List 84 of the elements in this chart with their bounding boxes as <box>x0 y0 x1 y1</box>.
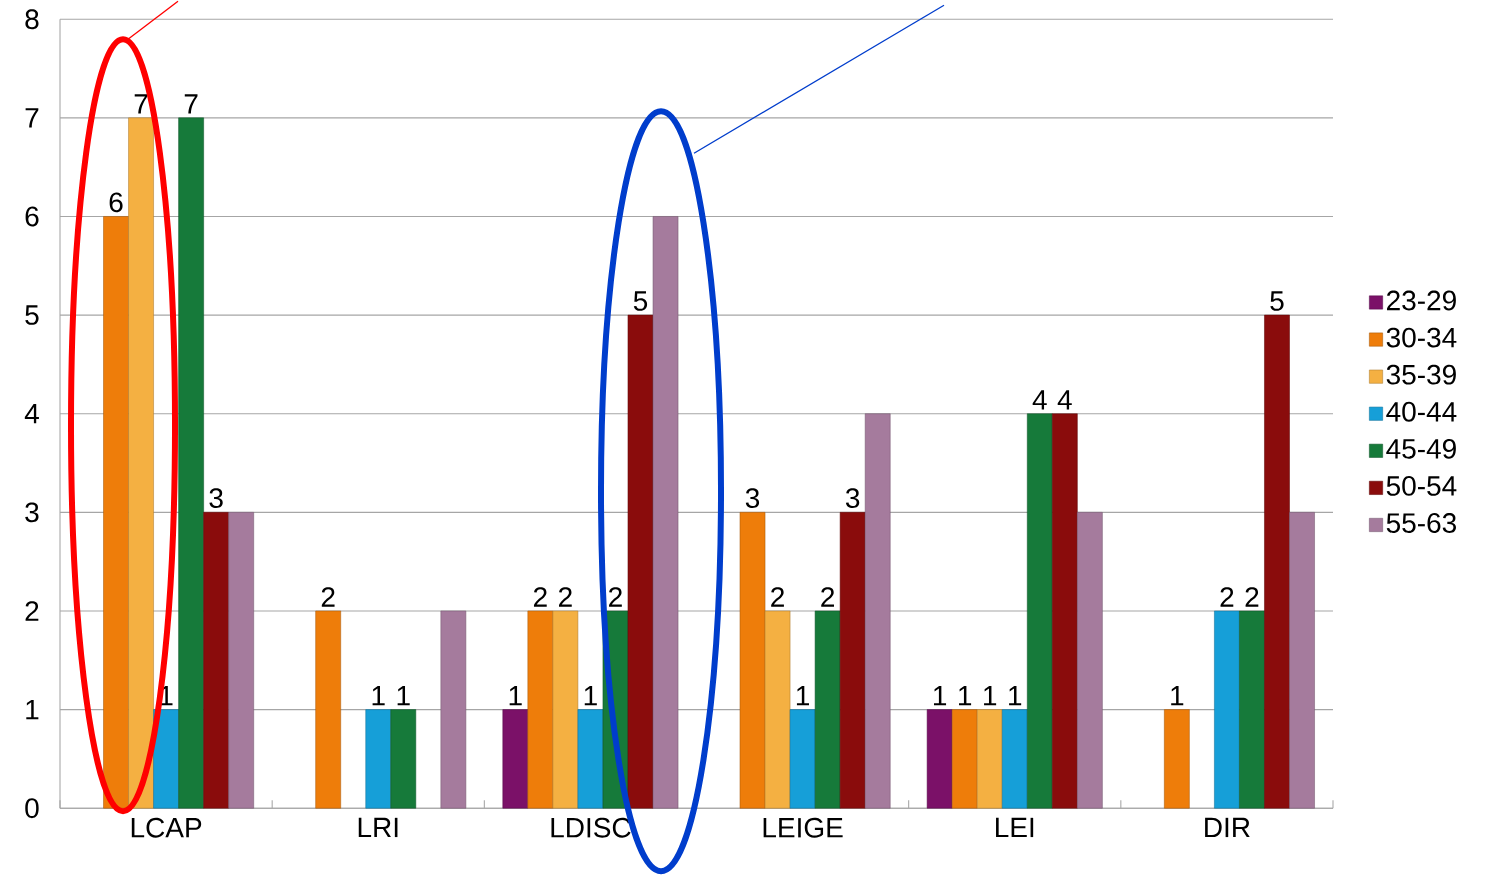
bar <box>1052 413 1078 809</box>
bar <box>315 610 341 809</box>
x-tick-label: DIR <box>1205 817 1250 837</box>
bar <box>976 709 1003 809</box>
data-label: 2 <box>771 587 784 607</box>
data-label: 3 <box>745 488 760 508</box>
bar <box>864 413 891 809</box>
y-tick-label: 2 <box>25 601 39 621</box>
bar <box>1214 610 1240 809</box>
x-tick-label: LDISC <box>551 817 631 838</box>
bar <box>153 709 179 809</box>
data-label: 2 <box>1220 587 1234 607</box>
bar <box>789 709 816 809</box>
data-label: 3 <box>209 488 223 508</box>
data-label: 1 <box>372 685 385 706</box>
data-label: 6 <box>109 192 123 213</box>
x-tick-label: LEI <box>996 817 1034 837</box>
y-tick-label: 1 <box>26 699 39 720</box>
bar <box>627 314 654 809</box>
bar <box>103 216 129 809</box>
data-label: 2 <box>1245 587 1259 607</box>
data-label: 1 <box>984 685 997 706</box>
bar <box>839 511 866 809</box>
data-label: 1 <box>397 685 410 706</box>
y-tick-label: 4 <box>24 403 39 424</box>
data-label: 2 <box>533 587 547 607</box>
y-tick-label: 0 <box>25 798 39 819</box>
legend-label: 30-34 <box>1386 327 1457 348</box>
bar <box>1001 709 1028 809</box>
data-label: 2 <box>321 587 335 607</box>
data-label: 4 <box>1057 390 1072 410</box>
data-label: 2 <box>559 587 572 607</box>
data-label: 4 <box>1032 390 1047 410</box>
bar <box>926 709 953 809</box>
x-tick-label: LCAP <box>131 817 202 838</box>
bar <box>128 117 154 809</box>
data-label: 1 <box>509 685 522 706</box>
data-label: 5 <box>1270 291 1284 311</box>
y-tick-label: 3 <box>25 502 39 523</box>
data-label: 1 <box>796 685 809 706</box>
data-label: 1 <box>584 685 597 706</box>
legend-label: 40-44 <box>1386 401 1457 422</box>
bar <box>1164 709 1190 809</box>
bar <box>365 709 392 809</box>
x-tick-label: LRI <box>358 817 398 837</box>
data-label: 5 <box>633 291 648 311</box>
bar <box>1239 610 1265 809</box>
bar <box>440 610 467 809</box>
data-label: 1 <box>1009 685 1022 706</box>
bar <box>764 610 791 809</box>
bar <box>652 216 679 809</box>
data-label: 1 <box>933 685 947 706</box>
legend-label: 55-63 <box>1386 512 1456 533</box>
bar <box>1027 413 1053 809</box>
bar <box>1289 511 1315 809</box>
bar <box>739 511 766 809</box>
legend-label: 45-49 <box>1386 438 1456 459</box>
data-label: 1 <box>959 685 972 706</box>
data-label: 2 <box>609 587 622 607</box>
bar <box>527 610 554 809</box>
bar <box>178 117 204 809</box>
legend-label: 23-29 <box>1387 290 1456 311</box>
bar <box>1264 314 1290 809</box>
bar <box>552 610 579 809</box>
bar <box>502 709 529 809</box>
bar <box>1077 511 1103 809</box>
y-tick-label: 8 <box>25 9 39 30</box>
bar <box>203 511 229 809</box>
bar <box>390 709 417 809</box>
data-label: 7 <box>184 94 198 114</box>
bar <box>228 511 254 809</box>
y-tick-label: 7 <box>25 108 39 128</box>
data-label: 7 <box>134 94 148 114</box>
y-tick-label: 5 <box>25 305 39 325</box>
y-tick-label: 6 <box>25 206 39 227</box>
bar <box>577 709 604 809</box>
bar <box>951 709 978 809</box>
legend-label: 50-54 <box>1386 475 1457 496</box>
data-label: 3 <box>845 488 860 508</box>
legend-label: 35-39 <box>1386 364 1456 385</box>
x-tick-label: LEIGE <box>763 817 843 838</box>
data-label: 2 <box>821 587 834 607</box>
bar <box>814 610 841 809</box>
data-label: 1 <box>1171 685 1184 706</box>
